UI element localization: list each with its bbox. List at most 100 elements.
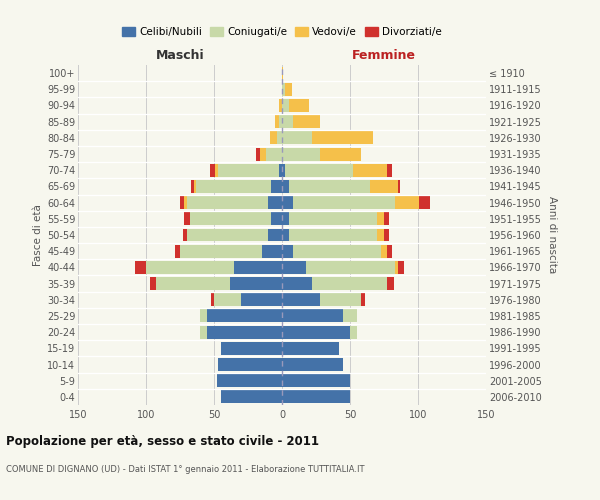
Bar [235, 261, 282, 274]
Bar [218, 358, 282, 371]
Bar [241, 294, 282, 306]
Bar [293, 244, 381, 258]
Bar [377, 212, 384, 226]
Bar [384, 212, 389, 226]
Bar [282, 99, 289, 112]
Bar [277, 132, 282, 144]
Bar [282, 228, 289, 241]
Bar [215, 164, 218, 176]
Bar [175, 244, 180, 258]
Bar [282, 342, 339, 355]
Bar [184, 196, 187, 209]
Text: Femmine: Femmine [352, 50, 416, 62]
Bar [282, 180, 289, 193]
Bar [350, 326, 357, 338]
Bar [221, 390, 282, 404]
Bar [207, 310, 282, 322]
Bar [289, 99, 309, 112]
Bar [230, 277, 282, 290]
Bar [398, 261, 404, 274]
Bar [387, 277, 394, 290]
Bar [282, 148, 320, 160]
Bar [384, 228, 389, 241]
Bar [279, 164, 282, 176]
Bar [282, 66, 283, 80]
Bar [387, 164, 392, 176]
Bar [282, 390, 350, 404]
Bar [270, 132, 277, 144]
Bar [180, 196, 184, 209]
Bar [194, 180, 196, 193]
Bar [184, 212, 190, 226]
Bar [191, 180, 194, 193]
Bar [190, 212, 271, 226]
Bar [395, 196, 419, 209]
Bar [218, 164, 279, 176]
Bar [262, 244, 282, 258]
Bar [282, 212, 289, 226]
Bar [180, 244, 262, 258]
Bar [282, 83, 285, 96]
Bar [353, 164, 387, 176]
Bar [200, 326, 207, 338]
Bar [187, 196, 268, 209]
Y-axis label: Anni di nascita: Anni di nascita [547, 196, 557, 274]
Bar [282, 310, 343, 322]
Bar [135, 261, 146, 274]
Bar [214, 294, 241, 306]
Bar [293, 196, 395, 209]
Legend: Celibi/Nubili, Coniugati/e, Vedovi/e, Divorziati/e: Celibi/Nubili, Coniugati/e, Vedovi/e, Di… [118, 22, 446, 41]
Bar [282, 196, 293, 209]
Bar [268, 228, 282, 241]
Bar [271, 180, 282, 193]
Bar [381, 244, 387, 258]
Bar [289, 228, 377, 241]
Bar [260, 148, 266, 160]
Bar [419, 196, 430, 209]
Bar [398, 180, 400, 193]
Bar [320, 294, 361, 306]
Text: Maschi: Maschi [155, 50, 205, 62]
Bar [370, 180, 398, 193]
Bar [279, 115, 282, 128]
Bar [217, 374, 282, 387]
Bar [271, 212, 282, 226]
Bar [150, 277, 155, 290]
Bar [282, 277, 312, 290]
Bar [395, 261, 398, 274]
Bar [312, 132, 373, 144]
Bar [146, 261, 235, 274]
Bar [187, 228, 268, 241]
Y-axis label: Fasce di età: Fasce di età [32, 204, 43, 266]
Bar [320, 148, 361, 160]
Bar [307, 261, 395, 274]
Bar [282, 164, 285, 176]
Bar [282, 326, 350, 338]
Bar [200, 310, 207, 322]
Bar [289, 212, 377, 226]
Bar [210, 164, 215, 176]
Bar [211, 294, 214, 306]
Bar [377, 228, 384, 241]
Bar [282, 132, 312, 144]
Bar [266, 148, 282, 160]
Bar [282, 244, 293, 258]
Bar [282, 374, 350, 387]
Bar [282, 115, 293, 128]
Bar [289, 180, 370, 193]
Bar [196, 180, 271, 193]
Bar [285, 164, 353, 176]
Text: COMUNE DI DIGNANO (UD) - Dati ISTAT 1° gennaio 2011 - Elaborazione TUTTITALIA.IT: COMUNE DI DIGNANO (UD) - Dati ISTAT 1° g… [6, 465, 365, 474]
Bar [387, 244, 392, 258]
Bar [285, 83, 292, 96]
Bar [343, 310, 357, 322]
Bar [312, 277, 387, 290]
Bar [155, 277, 230, 290]
Bar [183, 228, 187, 241]
Bar [207, 326, 282, 338]
Bar [279, 99, 282, 112]
Bar [275, 115, 279, 128]
Text: Popolazione per età, sesso e stato civile - 2011: Popolazione per età, sesso e stato civil… [6, 435, 319, 448]
Bar [293, 115, 320, 128]
Bar [268, 196, 282, 209]
